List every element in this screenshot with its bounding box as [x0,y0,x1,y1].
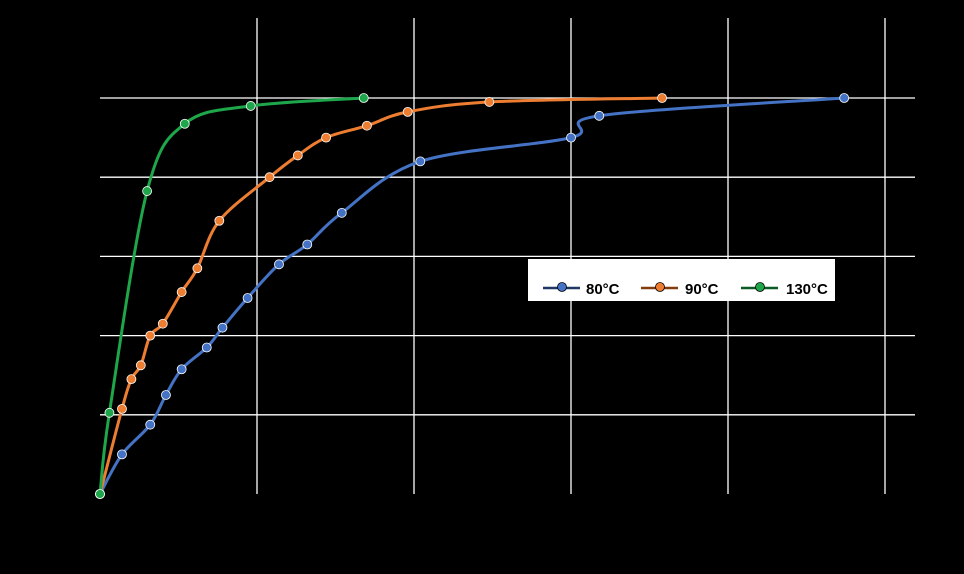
data-point-1-15 [657,93,667,103]
legend: 80°C 90°C 130°C [528,259,835,301]
data-point-2-5 [358,93,369,103]
data-point-1-1 [117,403,127,414]
data-point-0-1 [117,449,127,460]
series-0 [95,93,850,499]
data-point-1-4 [145,330,156,341]
legend-item-2: 130°C [741,281,828,298]
data-point-1-6 [176,287,187,297]
data-point-1-14 [484,97,495,107]
series-2 [95,93,369,499]
data-point-1-13 [402,106,413,117]
legend-item-1: 90°C [641,281,719,298]
data-point-0-7 [242,293,253,303]
data-point-1-9 [264,172,275,183]
legend-swatch-marker-0 [557,282,567,292]
legend-label-0: 80°C [586,281,620,298]
data-point-0-9 [302,239,313,250]
data-point-2-0 [95,489,105,499]
data-point-0-14 [839,93,850,103]
data-point-1-12 [361,120,372,131]
data-point-0-2 [145,419,156,430]
data-point-0-13 [594,110,605,121]
legend-box [528,259,835,301]
data-point-1-2 [126,374,137,385]
data-point-1-3 [135,360,146,371]
data-point-0-10 [336,207,347,218]
series-layer [95,93,850,499]
data-point-2-3 [179,118,190,129]
data-point-2-2 [142,186,153,196]
legend-item-0: 80°C [543,281,620,298]
data-point-2-4 [245,101,256,111]
data-point-1-5 [157,318,168,329]
data-point-0-5 [201,342,212,353]
data-point-0-11 [415,156,426,167]
legend-swatch-marker-1 [655,282,665,292]
data-point-1-7 [192,263,203,274]
data-point-0-3 [161,390,171,400]
data-point-0-8 [274,259,284,270]
data-point-0-12 [566,132,576,143]
legend-items: 80°C 90°C 130°C [543,281,828,298]
legend-swatch-marker-2 [755,282,765,292]
data-point-2-1 [104,407,115,418]
data-point-1-8 [214,215,225,226]
legend-label-2: 130°C [786,281,828,298]
gridlines [100,18,915,494]
legend-label-1: 90°C [685,281,719,298]
data-point-1-10 [292,150,303,161]
data-point-1-11 [321,132,331,143]
data-point-0-4 [176,364,187,375]
data-point-0-6 [217,322,228,333]
